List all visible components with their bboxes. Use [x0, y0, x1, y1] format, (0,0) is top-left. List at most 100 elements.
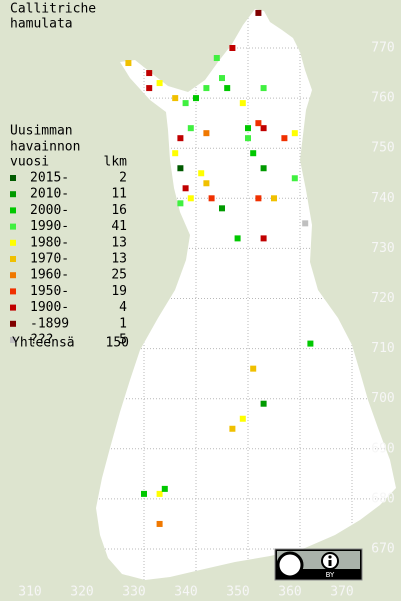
record-cell [260, 125, 267, 132]
legend-count: 2 [119, 171, 127, 186]
record-cell [260, 165, 267, 172]
license-label: BY [326, 571, 335, 579]
y-tick-label: 680 [371, 491, 394, 506]
record-cell [203, 130, 210, 137]
legend-label: 1900- [30, 300, 69, 315]
total: 150 [106, 336, 129, 351]
legend-label: ??? [30, 333, 53, 348]
legend-swatch [10, 304, 16, 311]
record-cell [146, 70, 153, 77]
y-tick-label: 730 [371, 241, 394, 256]
cc-icon [276, 551, 304, 579]
record-cell [291, 130, 298, 137]
license-badge: BY [274, 548, 363, 581]
title: hamulata [10, 17, 73, 32]
legend-heading: vuosi [10, 155, 49, 170]
legend-swatch [10, 256, 16, 262]
record-cell [172, 95, 179, 102]
record-cell [229, 45, 236, 51]
record-cell [177, 165, 184, 172]
record-cell [260, 400, 267, 407]
by-icon-body [328, 560, 332, 566]
record-cell [271, 195, 277, 202]
record-cell [187, 195, 194, 202]
y-tick-label: 700 [371, 391, 394, 406]
total-label: Yhteensä [12, 336, 75, 351]
y-tick-label: 710 [371, 341, 394, 356]
legend-count: 41 [111, 219, 127, 234]
record-cell [255, 195, 262, 202]
legend-swatch [10, 288, 16, 295]
record-cell [250, 150, 257, 157]
legend-label: 1990- [30, 219, 69, 234]
record-cell [177, 200, 184, 207]
legend-swatch [10, 223, 16, 230]
record-cell [203, 85, 210, 92]
record-cell [239, 415, 246, 422]
record-cell [177, 135, 184, 142]
record-cell [307, 340, 314, 347]
record-cell [182, 185, 189, 192]
record-cell [245, 125, 251, 132]
legend-heading: havainnon [10, 140, 80, 155]
legend-count: 13 [111, 235, 127, 250]
x-tick-label: 330 [122, 585, 145, 600]
record-cell [156, 490, 163, 497]
record-cell [229, 425, 236, 432]
y-tick-label: 750 [371, 141, 394, 156]
record-cell [255, 9, 262, 16]
legend-count: 13 [111, 252, 127, 267]
y-tick-label: 670 [371, 542, 394, 557]
y-tick-label: 720 [371, 291, 394, 306]
legend-label: 1960- [30, 268, 69, 283]
record-cell [260, 235, 267, 242]
legend-swatch [10, 337, 16, 343]
legend-label: 1970- [30, 252, 69, 267]
legend-count: 11 [111, 187, 127, 202]
legend-heading: Uusimman [10, 124, 73, 139]
record-cell [187, 125, 194, 132]
record-cell [219, 205, 225, 212]
x-tick-label: 370 [330, 585, 353, 600]
record-cell [245, 135, 251, 142]
record-cell [182, 100, 189, 107]
y-tick-label: 690 [371, 441, 394, 456]
legend-swatch [10, 239, 16, 246]
record-cell [208, 195, 215, 202]
y-tick-label: 740 [371, 191, 394, 206]
legend-swatch [10, 207, 16, 214]
record-cell [224, 85, 231, 92]
y-tick-label: 770 [371, 41, 394, 56]
x-tick-label: 360 [278, 585, 301, 600]
legend-swatch [10, 272, 16, 279]
record-cell [161, 485, 168, 492]
legend-label: 2015- [30, 171, 69, 186]
record-cell [281, 135, 288, 142]
record-cell [213, 55, 220, 62]
record-cell [156, 80, 163, 87]
legend-label: 2010- [30, 187, 69, 202]
legend-label: -1899 [30, 316, 69, 331]
x-tick-label: 320 [70, 585, 93, 600]
legend-count: 19 [111, 284, 127, 299]
record-cell [291, 175, 298, 182]
legend-swatch [10, 175, 16, 181]
record-cell [203, 180, 210, 187]
record-cell [250, 365, 257, 372]
record-cell [146, 85, 153, 92]
legend-count-heading: lkm [104, 155, 128, 170]
legend-label: 1950- [30, 284, 69, 299]
record-cell [141, 490, 147, 497]
legend-label: 2000- [30, 203, 69, 218]
record-cell [198, 170, 205, 177]
title: Callitriche [10, 2, 96, 17]
legend-count: 25 [111, 268, 127, 283]
record-cell [234, 235, 241, 242]
y-tick-label: 760 [371, 91, 394, 106]
legend-count: 4 [119, 300, 127, 315]
legend-count: 1 [119, 316, 127, 331]
record-cell [172, 150, 179, 157]
by-icon-head [328, 555, 332, 559]
